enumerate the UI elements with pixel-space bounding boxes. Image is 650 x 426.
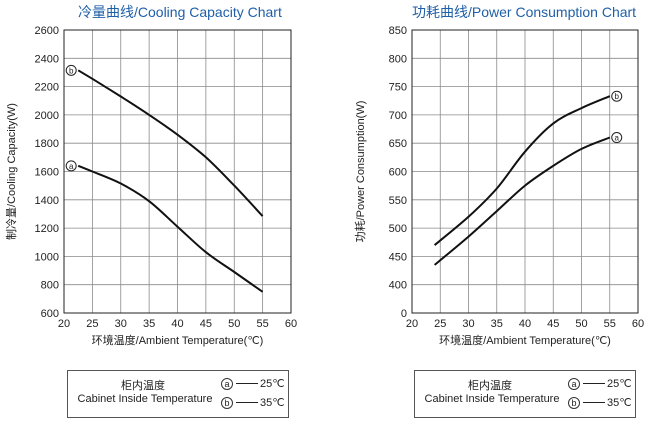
cooling-y-tick-label: 2400	[35, 53, 59, 65]
cooling-chart-title: 冷量曲线/Cooling Capacity Chart	[78, 4, 282, 20]
legend-label-b: 35℃	[260, 397, 285, 409]
cooling-x-tick-label: 55	[257, 318, 269, 330]
power-x-tick-label: 50	[575, 318, 587, 330]
power-y-tick-label: 550	[389, 195, 407, 207]
cooling-plot-frame	[63, 29, 292, 314]
power-y-tick-label: 850	[389, 25, 407, 37]
power-x-tick-label: 60	[632, 318, 644, 330]
power-x-tick-label: 30	[462, 318, 474, 330]
power-series-b-marker-label: b	[615, 92, 620, 101]
power-x-tick-label: 55	[604, 318, 616, 330]
legend-line	[583, 383, 605, 384]
cooling-x-tick-label: 40	[171, 318, 183, 330]
cooling-y-tick-label: 600	[41, 308, 59, 320]
cooling-y-tick-label: 1000	[35, 251, 59, 263]
cooling-y-tick-label: 1600	[35, 167, 59, 179]
power-series-a-line	[433, 136, 611, 266]
cooling-x-tick-label: 60	[285, 318, 297, 330]
legend-item-a: a 25℃	[221, 377, 285, 390]
cooling-x-tick-label: 45	[200, 318, 212, 330]
power-x-tick-label: 45	[547, 318, 559, 330]
power-y-axis-title: 功耗/Power Consumption(W)	[354, 101, 367, 243]
cooling-series-a-line	[77, 164, 264, 293]
power-x-tick-label: 25	[434, 318, 446, 330]
cooling-y-tick-label: 1800	[35, 138, 59, 150]
cooling-y-tick-label: 1200	[35, 223, 59, 235]
legend-item-b: b 35℃	[221, 396, 285, 409]
legend-title-en: Cabinet Inside Temperature	[77, 393, 213, 405]
power-chart-title: 功耗曲线/Power Consumption Chart	[412, 4, 637, 20]
power-y-tick-label: 400	[389, 280, 407, 292]
cooling-y-tick-label: 2600	[35, 25, 59, 37]
power-series-a-marker-label: a	[615, 134, 620, 143]
power-y-tick-label: 800	[389, 53, 407, 65]
cooling-legend: 柜内温度 Cabinet Inside Temperature a 25℃ b …	[67, 370, 289, 418]
legend-marker-a: a	[221, 377, 233, 390]
cooling-series-b-line	[77, 69, 264, 217]
power-x-tick-label: 20	[406, 318, 418, 330]
legend-item-a: a 25℃	[568, 377, 632, 390]
power-y-tick-label: 600	[389, 167, 407, 179]
power-series-b-line	[433, 95, 611, 246]
legend-line	[583, 402, 605, 403]
cooling-series-b-marker-label: b	[69, 66, 74, 75]
cooling-series-a-marker	[65, 160, 77, 172]
cooling-series-a-marker-label: a	[69, 162, 74, 171]
legend-marker-b: b	[221, 396, 233, 409]
cooling-y-tick-label: 2000	[35, 110, 59, 122]
cooling-series-b-marker	[65, 64, 77, 76]
power-x-tick-label: 40	[519, 318, 531, 330]
legend-item-b: b 35℃	[568, 396, 632, 409]
power-x-tick-label: 35	[491, 318, 503, 330]
legend-line	[236, 383, 258, 384]
power-y-tick-label: 500	[389, 223, 407, 235]
legend-marker-a: a	[568, 377, 580, 390]
legend-marker-b: b	[568, 396, 580, 409]
cooling-x-tick-label: 30	[115, 318, 127, 330]
cooling-x-tick-label: 50	[228, 318, 240, 330]
cooling-x-tick-label: 20	[58, 318, 70, 330]
cooling-x-tick-label: 35	[143, 318, 155, 330]
cooling-x-tick-label: 25	[86, 318, 98, 330]
cooling-x-axis-title: 环境温度/Ambient Temperature(℃)	[92, 333, 264, 347]
power-x-axis-title: 环境温度/Ambient Temperature(℃)	[439, 333, 611, 347]
cooling-y-tick-label: 1400	[35, 195, 59, 207]
legend-line	[236, 402, 258, 403]
power-y-tick-label: 750	[389, 82, 407, 94]
cooling-y-axis-title: 制冷量/Cooling Capacity(W)	[5, 103, 18, 240]
legend-label-b: 35℃	[607, 397, 632, 409]
legend-title-cn: 柜内温度	[121, 380, 165, 392]
power-plot-frame	[411, 29, 639, 314]
legend-label-a: 25℃	[607, 378, 632, 390]
legend-label-a: 25℃	[260, 378, 285, 390]
power-y-tick-label: 700	[389, 110, 407, 122]
power-legend: 柜内温度 Cabinet Inside Temperature a 25℃ b …	[414, 370, 636, 418]
power-series-a-marker	[611, 132, 623, 144]
legend-title-cn: 柜内温度	[468, 380, 512, 392]
power-y-tick-label: 450	[389, 251, 407, 263]
power-y-tick-label: 0	[401, 308, 407, 320]
cooling-y-tick-label: 2200	[35, 82, 59, 94]
power-y-tick-label: 650	[389, 138, 407, 150]
power-series-b-marker	[611, 90, 623, 102]
legend-title-en: Cabinet Inside Temperature	[424, 393, 560, 405]
cooling-y-tick-label: 800	[41, 280, 59, 292]
